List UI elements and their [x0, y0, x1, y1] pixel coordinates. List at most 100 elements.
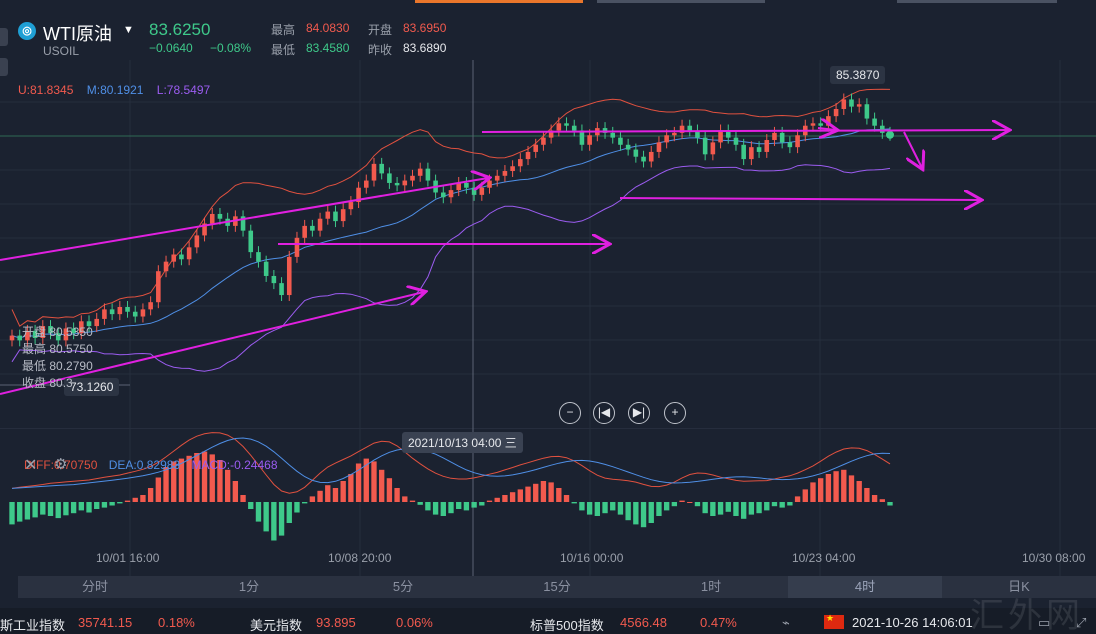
candle-body: [841, 99, 847, 110]
macd-histogram-bar: [340, 481, 346, 502]
step-forward-button[interactable]: ▶|: [628, 402, 650, 424]
candle-body: [441, 192, 446, 198]
macd-histogram-bar: [879, 499, 885, 502]
macd-histogram-bar: [579, 502, 585, 511]
candle-body: [695, 130, 700, 138]
macd-histogram-bar: [448, 502, 454, 514]
candle-body: [256, 252, 261, 262]
candle-body: [9, 335, 15, 341]
macd-histogram-bar: [725, 502, 731, 512]
candle-body: [125, 306, 130, 312]
candle-body: [518, 159, 523, 167]
candle-body: [710, 142, 716, 155]
ticker-value: 93.895: [316, 615, 356, 630]
candle-body: [733, 137, 739, 145]
macd-histogram-bar: [710, 502, 716, 516]
candle-body: [502, 171, 508, 176]
candle-body: [25, 330, 30, 341]
macd-histogram-bar: [101, 502, 108, 508]
settings-icon[interactable]: ⚙: [54, 456, 68, 473]
expand-icon[interactable]: ⤢: [1076, 615, 1087, 630]
macd-histogram-bar: [463, 502, 470, 511]
close-icon[interactable]: ✕: [24, 457, 38, 474]
trend-arrow: [0, 178, 488, 261]
price-change-pct: −0.08%: [210, 41, 252, 55]
candle-body: [294, 237, 300, 257]
macd-value-label: MACD:-0.24468: [191, 458, 278, 472]
timeframe-tab[interactable]: 4时: [788, 576, 942, 598]
candle-body: [102, 309, 107, 319]
trend-arrow: [817, 128, 836, 130]
max-price-tag: 85.3870: [830, 66, 886, 84]
tool-button[interactable]: [0, 28, 8, 46]
candle-body: [148, 302, 153, 310]
macd-panel[interactable]: 10/01 16:00 10/08 20:00 10/16 00:00 10/23 0…: [0, 428, 1096, 576]
satellite-icon[interactable]: ⌁: [782, 615, 790, 630]
ticker-bar: 斯工业指数 35741.15 0.18% 美元指数 93.895 0.06% 标…: [0, 608, 1096, 634]
candle-body: [209, 213, 215, 224]
macd-histogram-bar: [748, 502, 755, 515]
macd-histogram-bar: [117, 502, 123, 504]
macd-histogram-bar: [810, 482, 816, 502]
ticker-value: 35741.15: [78, 615, 133, 630]
bb-mid-label: M:80.1921: [86, 83, 144, 97]
macd-histogram-bar: [456, 502, 462, 509]
candle-body: [240, 216, 246, 231]
x-tick-label: 10/30 08:00: [1022, 551, 1086, 565]
symbol-name[interactable]: WTI原油: [43, 24, 112, 44]
timeframe-tab[interactable]: 日K: [1008, 579, 1030, 594]
candle-body: [610, 132, 616, 138]
macd-histogram-bar: [94, 502, 100, 509]
macd-histogram-bar: [610, 502, 616, 511]
candle-body: [826, 116, 831, 126]
macd-histogram-bar: [479, 502, 485, 506]
edit-icon[interactable]: ▭: [1038, 615, 1051, 630]
trend-arrow: [903, 131, 922, 168]
ticker-name[interactable]: 标普500指数: [530, 618, 604, 633]
candle-body: [333, 211, 338, 222]
macd-histogram-bar: [194, 453, 200, 502]
candle-body: [548, 130, 554, 138]
macd-histogram-bar: [440, 502, 446, 516]
timeframe-tab[interactable]: 5分: [392, 579, 414, 594]
macd-histogram-bar: [379, 469, 385, 502]
ticker-name[interactable]: 斯工业指数: [0, 618, 66, 633]
candle-body: [718, 130, 723, 143]
macd-histogram-bar: [155, 477, 162, 502]
candle-body: [356, 187, 361, 203]
timeframe-tab[interactable]: 分时: [81, 579, 108, 594]
timeframe-tab[interactable]: 1时: [700, 579, 722, 594]
macd-histogram-bar: [17, 502, 23, 522]
candle-body: [618, 137, 623, 145]
candle-body: [140, 309, 146, 317]
macd-histogram-bar: [425, 502, 431, 511]
candle-body: [541, 137, 546, 145]
chevron-down-icon[interactable]: ▼: [123, 24, 134, 36]
macd-histogram-bar: [63, 502, 69, 516]
timeframe-tab[interactable]: 1分: [238, 579, 260, 594]
candle-body: [94, 318, 100, 327]
macd-histogram-bar: [687, 502, 693, 503]
ticker-pct: 0.18%: [158, 615, 195, 630]
top-accent-bar: [0, 0, 1096, 3]
info-low-label: 最低: [22, 359, 47, 373]
zoom-out-button[interactable]: −: [559, 402, 581, 424]
macd-histogram-bar: [656, 502, 662, 516]
candle-body: [109, 309, 115, 315]
macd-histogram-bar: [348, 474, 354, 502]
step-back-button[interactable]: |◀: [593, 402, 615, 424]
macd-histogram-bar: [24, 502, 31, 520]
tool-button[interactable]: [0, 58, 8, 76]
macd-histogram-bar: [371, 461, 377, 502]
candle-body: [363, 180, 369, 188]
timeframe-tab[interactable]: 15分: [543, 579, 571, 594]
candle-body: [156, 271, 161, 303]
ticker-name[interactable]: 美元指数: [250, 618, 303, 633]
zoom-in-button[interactable]: +: [664, 402, 686, 424]
datetime: 2021-10-26 14:06:01: [852, 615, 973, 630]
info-low: 80.2790: [49, 359, 93, 373]
macd-histogram-bar: [471, 502, 477, 508]
candle-body: [810, 123, 816, 126]
candle-body: [394, 182, 400, 186]
